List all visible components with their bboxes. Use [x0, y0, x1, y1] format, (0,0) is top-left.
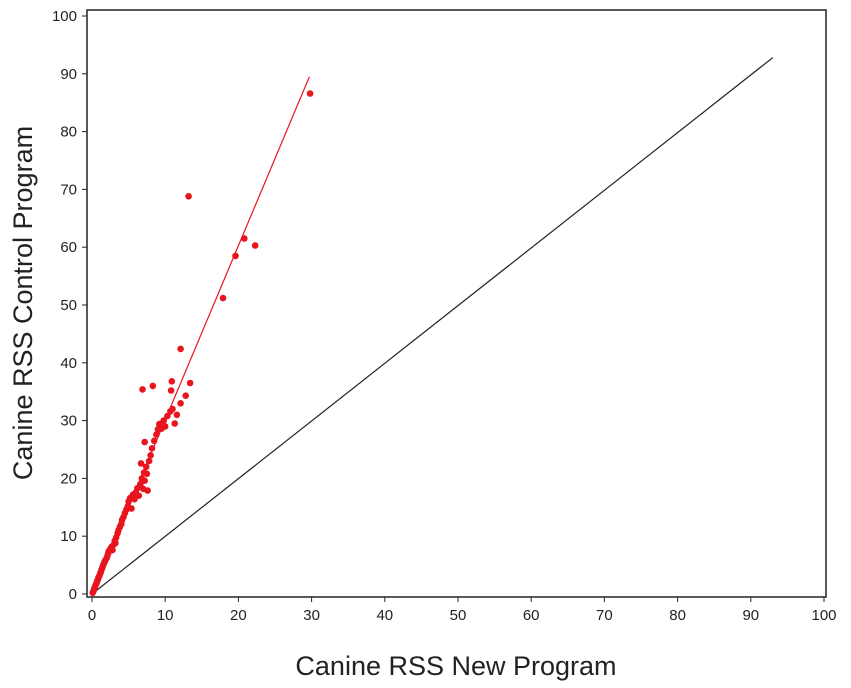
data-point	[232, 252, 239, 260]
y-tick-label: 60	[60, 239, 77, 256]
x-tick-label: 60	[523, 607, 540, 624]
y-tick-label: 20	[60, 470, 77, 487]
data-point	[160, 417, 167, 424]
data-point	[147, 452, 154, 459]
data-point	[137, 460, 145, 467]
y-tick-label: 100	[52, 8, 77, 25]
data-points	[89, 90, 314, 597]
y-tick-label: 10	[60, 528, 77, 545]
data-point	[177, 345, 184, 353]
x-tick-label: 0	[88, 607, 96, 624]
x-tick-label: 100	[811, 607, 836, 624]
data-point	[171, 420, 178, 427]
data-point	[109, 546, 116, 554]
data-point	[186, 379, 194, 387]
data-point	[168, 378, 176, 385]
data-point	[145, 457, 153, 465]
data-point	[141, 477, 148, 485]
x-axis: 0 10 20 30 40 50 60 70 80 90 100	[88, 597, 837, 624]
data-point	[177, 400, 184, 407]
y-tick-label: 80	[60, 124, 77, 141]
data-point	[219, 294, 227, 302]
identity-line	[91, 57, 774, 595]
data-point	[141, 438, 148, 446]
x-tick-label: 70	[596, 607, 613, 624]
data-point	[150, 437, 158, 445]
data-point	[167, 387, 175, 394]
x-tick-label: 80	[669, 607, 686, 624]
data-point	[128, 505, 135, 512]
y-tick-label: 40	[60, 355, 77, 372]
data-point	[161, 423, 169, 430]
x-tick-label: 50	[450, 607, 467, 624]
y-axis: 0 10 20 30 40 50 60 70 80 90 100	[52, 8, 87, 603]
data-point	[241, 235, 248, 242]
y-tick-label: 0	[69, 586, 77, 603]
x-tick-label: 40	[376, 607, 393, 624]
data-point	[135, 492, 143, 500]
y-tick-label: 50	[60, 297, 77, 314]
plot-area-frame	[86, 9, 827, 598]
x-tick-label: 20	[230, 607, 247, 624]
data-point	[251, 242, 259, 249]
y-axis-title: Canine RSS Control Program	[8, 126, 38, 480]
y-tick-label: 70	[60, 181, 77, 198]
data-point	[148, 445, 156, 452]
data-point	[139, 386, 146, 393]
x-tick-label: 10	[157, 607, 174, 624]
data-point	[182, 392, 189, 400]
data-point	[143, 470, 151, 478]
data-point	[149, 382, 157, 390]
data-point	[173, 411, 181, 419]
data-point	[169, 405, 176, 413]
data-point	[112, 539, 119, 547]
x-tick-label: 30	[303, 607, 320, 624]
y-tick-label: 30	[60, 413, 77, 430]
data-point	[185, 193, 192, 200]
data-point	[144, 487, 151, 494]
data-point	[306, 90, 314, 97]
x-axis-title: Canine RSS New Program	[295, 651, 616, 681]
x-tick-label: 90	[742, 607, 759, 624]
data-point	[142, 463, 150, 471]
y-tick-label: 90	[60, 66, 77, 83]
data-point	[153, 431, 160, 438]
